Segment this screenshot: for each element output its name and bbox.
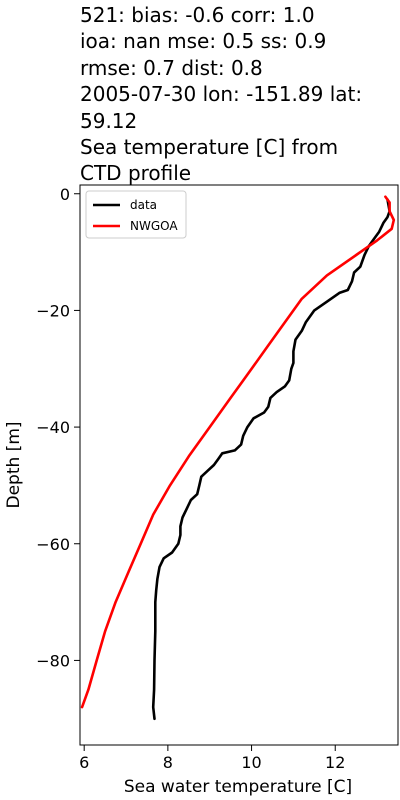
title-line: rmse: 0.7 dist: 0.8 — [80, 55, 263, 80]
x-tick-label: 12 — [325, 753, 345, 772]
x-tick-label: 6 — [79, 753, 89, 772]
y-tick-label: −80 — [36, 651, 70, 670]
series-line-data — [151, 198, 391, 721]
x-axis: 6 8 10 12 — [79, 745, 345, 772]
y-tick-label: −20 — [36, 301, 70, 320]
x-axis-label: Sea water temperature [C] — [124, 777, 352, 797]
chart-title: 521: bias: -0.6 corr: 1.0 ioa: nan mse: … — [80, 2, 398, 187]
series-line-nwgoa — [80, 195, 396, 709]
y-tick-label: 0 — [60, 185, 70, 204]
x-tick-label: 10 — [241, 753, 261, 772]
legend: data NWGOA — [85, 190, 187, 239]
axes-frame — [79, 184, 399, 746]
y-axis-label: Depth [m] — [4, 421, 24, 508]
title-line: ioa: nan mse: 0.5 ss: 0.9 — [80, 29, 327, 54]
title-line: 59.12 — [80, 108, 138, 133]
y-tick-label: −40 — [36, 418, 70, 437]
title-line: 2005-07-30 lon: -151.89 lat: — [80, 82, 363, 107]
title-line: CTD profile — [80, 161, 192, 186]
y-axis: 0 −20 −40 −60 −80 — [36, 185, 80, 670]
legend-label-nwgoa: NWGOA — [130, 219, 178, 233]
y-tick-label: −60 — [36, 535, 70, 554]
x-tick-label: 8 — [163, 753, 173, 772]
legend-label-data: data — [130, 198, 157, 212]
title-line: Sea temperature [C] from — [80, 135, 339, 160]
title-line: 521: bias: -0.6 corr: 1.0 — [80, 3, 315, 27]
plot-area — [79, 184, 399, 746]
